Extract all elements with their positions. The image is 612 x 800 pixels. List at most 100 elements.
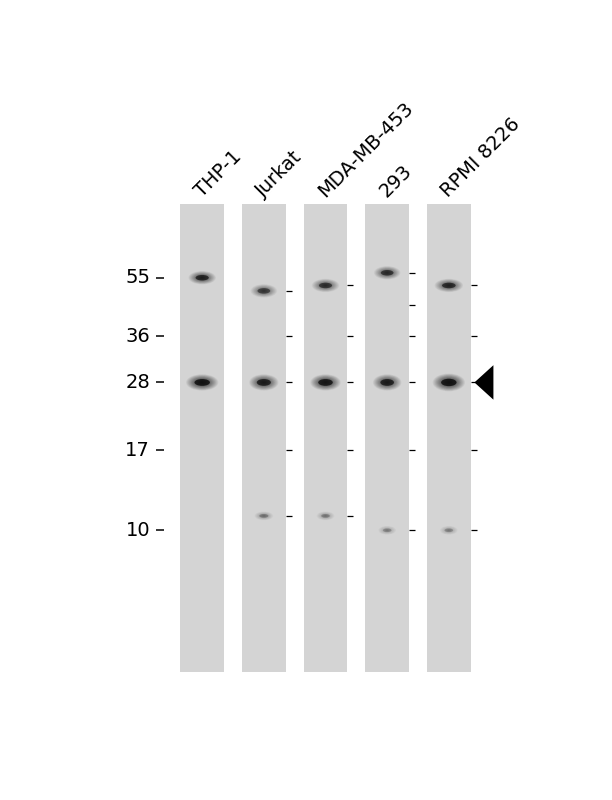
Ellipse shape bbox=[255, 377, 274, 388]
Ellipse shape bbox=[439, 281, 458, 290]
Ellipse shape bbox=[201, 277, 204, 278]
Ellipse shape bbox=[196, 275, 207, 280]
Polygon shape bbox=[474, 365, 493, 400]
Ellipse shape bbox=[263, 382, 264, 383]
Ellipse shape bbox=[195, 378, 209, 386]
Ellipse shape bbox=[262, 290, 266, 292]
Ellipse shape bbox=[442, 282, 456, 289]
Ellipse shape bbox=[323, 382, 328, 384]
Text: Jurkat: Jurkat bbox=[253, 147, 306, 201]
Ellipse shape bbox=[383, 529, 392, 532]
Ellipse shape bbox=[383, 380, 392, 385]
Ellipse shape bbox=[200, 277, 204, 278]
Bar bbox=[181, 204, 224, 672]
Ellipse shape bbox=[196, 275, 209, 281]
Ellipse shape bbox=[260, 381, 267, 385]
Ellipse shape bbox=[189, 376, 215, 389]
Ellipse shape bbox=[440, 378, 458, 387]
Ellipse shape bbox=[259, 514, 269, 518]
Ellipse shape bbox=[199, 381, 206, 384]
Ellipse shape bbox=[253, 377, 274, 388]
Ellipse shape bbox=[442, 282, 455, 289]
Ellipse shape bbox=[440, 282, 457, 290]
Bar bbox=[242, 204, 286, 672]
Ellipse shape bbox=[375, 375, 399, 390]
Ellipse shape bbox=[386, 382, 389, 383]
Ellipse shape bbox=[442, 379, 455, 386]
Ellipse shape bbox=[316, 378, 335, 387]
Ellipse shape bbox=[257, 379, 271, 386]
Ellipse shape bbox=[321, 514, 330, 518]
Text: RPMI 8226: RPMI 8226 bbox=[438, 114, 524, 201]
Ellipse shape bbox=[382, 270, 392, 275]
Ellipse shape bbox=[187, 374, 217, 390]
Ellipse shape bbox=[196, 379, 208, 386]
Ellipse shape bbox=[257, 378, 271, 386]
Ellipse shape bbox=[313, 376, 338, 389]
Ellipse shape bbox=[193, 274, 211, 282]
Ellipse shape bbox=[259, 379, 269, 386]
Ellipse shape bbox=[190, 376, 214, 389]
Ellipse shape bbox=[198, 275, 207, 280]
Ellipse shape bbox=[438, 376, 460, 389]
Ellipse shape bbox=[377, 377, 397, 388]
Ellipse shape bbox=[191, 272, 213, 283]
Ellipse shape bbox=[325, 382, 326, 383]
Ellipse shape bbox=[381, 379, 393, 386]
Ellipse shape bbox=[259, 380, 268, 385]
Ellipse shape bbox=[447, 285, 450, 286]
Ellipse shape bbox=[384, 271, 390, 274]
Ellipse shape bbox=[263, 382, 266, 383]
Ellipse shape bbox=[386, 382, 388, 383]
Ellipse shape bbox=[379, 378, 395, 387]
Ellipse shape bbox=[198, 276, 206, 280]
Ellipse shape bbox=[196, 379, 209, 386]
Ellipse shape bbox=[444, 283, 453, 287]
Ellipse shape bbox=[385, 382, 389, 384]
Ellipse shape bbox=[384, 381, 390, 384]
Ellipse shape bbox=[383, 270, 391, 274]
Text: 28: 28 bbox=[125, 373, 150, 392]
Ellipse shape bbox=[186, 374, 218, 390]
Ellipse shape bbox=[320, 379, 331, 386]
Ellipse shape bbox=[199, 276, 206, 279]
Ellipse shape bbox=[256, 378, 271, 386]
Ellipse shape bbox=[381, 270, 393, 276]
Ellipse shape bbox=[317, 378, 334, 387]
Ellipse shape bbox=[321, 283, 330, 288]
Text: 55: 55 bbox=[125, 268, 150, 287]
Ellipse shape bbox=[310, 374, 341, 390]
Ellipse shape bbox=[376, 376, 398, 389]
Ellipse shape bbox=[316, 377, 335, 388]
Ellipse shape bbox=[442, 282, 456, 288]
Bar bbox=[365, 204, 409, 672]
Ellipse shape bbox=[376, 376, 398, 389]
Ellipse shape bbox=[193, 378, 212, 387]
Ellipse shape bbox=[444, 283, 454, 288]
Ellipse shape bbox=[195, 274, 209, 281]
Ellipse shape bbox=[322, 381, 329, 385]
Ellipse shape bbox=[192, 273, 212, 282]
Ellipse shape bbox=[444, 380, 453, 385]
Ellipse shape bbox=[252, 375, 277, 390]
Ellipse shape bbox=[435, 375, 463, 390]
Ellipse shape bbox=[252, 376, 275, 389]
Ellipse shape bbox=[319, 282, 332, 289]
Ellipse shape bbox=[382, 270, 392, 275]
Ellipse shape bbox=[256, 378, 272, 387]
Ellipse shape bbox=[381, 378, 394, 386]
Text: 17: 17 bbox=[125, 441, 150, 460]
Ellipse shape bbox=[201, 382, 203, 383]
Ellipse shape bbox=[315, 377, 336, 388]
Ellipse shape bbox=[195, 379, 210, 386]
Ellipse shape bbox=[191, 377, 214, 388]
Ellipse shape bbox=[192, 377, 213, 388]
Ellipse shape bbox=[438, 377, 460, 388]
Ellipse shape bbox=[255, 378, 273, 387]
Ellipse shape bbox=[433, 374, 465, 391]
Ellipse shape bbox=[319, 282, 332, 289]
Ellipse shape bbox=[322, 284, 329, 287]
Ellipse shape bbox=[193, 273, 212, 282]
Text: 293: 293 bbox=[376, 161, 416, 201]
Ellipse shape bbox=[446, 381, 451, 384]
